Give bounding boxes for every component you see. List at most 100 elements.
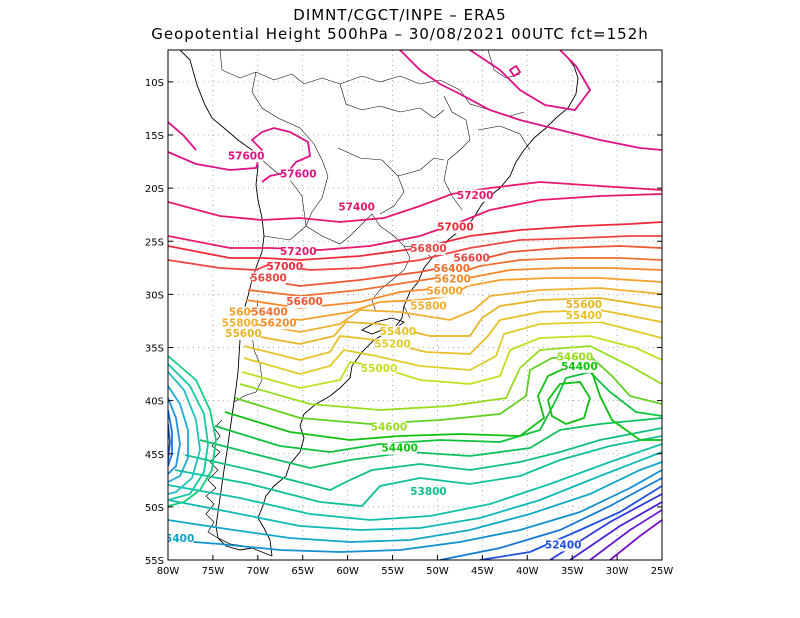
title-line-2: Geopotential Height 500hPa – 30/08/2021 … [151,25,649,43]
contour-label: 56200 [260,317,297,329]
lat-tick-label: 55S [145,556,164,567]
map-frame [167,49,663,561]
contour-label: 57600 [228,150,265,162]
contour-label: 56400 [434,263,471,275]
contour-label: 56800 [250,273,287,285]
contour-label-bg [229,306,251,319]
contour-52200 [569,501,662,560]
contour-57400 [168,181,662,223]
contour-label-bg [458,189,493,202]
contour-label-bg [287,296,322,308]
contour-label: 56000 [426,285,463,297]
lon-tick-label: 40W [516,566,539,577]
lat-tick-label: 35S [145,344,164,355]
contour-53200 [168,451,662,531]
gridlines [168,50,662,560]
contour-52000 [609,519,662,560]
contour-57600-north [168,121,197,151]
contour-label: 57400 [338,201,375,213]
axis-ticks: 80W 75W 70W 65W 60W 55W 50W 45W 40W 35W 30W 25W 10S 1… [145,78,673,577]
contour-label-bg [435,273,470,286]
contour-label: 54600 [371,421,408,433]
contour-lines [168,50,662,560]
lon-tick-label: 80W [157,566,180,577]
lat-tick-label: 25S [145,237,164,248]
contour-52100 [589,509,662,560]
contour-label-bg [546,539,581,552]
contour-label-bg [427,285,462,298]
contour-55000 [241,335,662,389]
contour-label-bg [566,309,601,322]
contour-label: 54400 [561,361,598,373]
lon-tick-label: 50W [426,566,449,577]
contour-pac-6 [168,355,217,507]
lon-tick-label: 35W [561,566,584,577]
contour-label-bg [380,325,415,338]
contour-53600 [174,435,662,507]
contour-label-bg [267,260,302,273]
contour-label-bg [339,201,374,214]
figure-title: DIMNT/CGCT/INPE – ERA5 Geopotential Heig… [0,6,800,44]
contour-label-bg [411,486,446,499]
contour-55400 [243,309,662,361]
contour-label-bg [566,299,601,312]
contour-57800-tiny [508,64,522,78]
title-line-1: DIMNT/CGCT/INPE – ERA5 [293,6,507,24]
contour-55800 [243,287,662,333]
contour-pac-3 [168,397,181,475]
contour-label-bg [382,442,417,455]
lat-tick-label: 50S [145,503,164,514]
contour-label-bg [438,221,473,234]
contour-label: 56600 [286,296,323,308]
contour-pac-2 [168,385,189,483]
lat-tick-label: 20S [145,184,164,195]
contour-56800 [168,235,662,271]
contour-label: 56200 [434,274,471,286]
contour-label: 56800 [410,243,447,255]
contour-54600 [234,355,662,425]
contour-label: 55800 [410,300,447,312]
contour-label: 57600 [280,169,317,181]
contour-57800 [399,50,662,151]
rio-de-la-plata [360,317,405,335]
contour-label: 54400 [381,443,418,455]
chile-fjords [205,419,245,547]
contour-57800-amazon [469,50,592,111]
lat-tick-label: 10S [145,78,164,89]
contour-53400 [168,443,662,521]
contour-53800 [184,427,662,491]
contour-label-bg [252,306,287,319]
contour-54400 [224,365,662,441]
contour-label: 560 [229,307,251,319]
contour-label-bg [281,246,316,259]
contour-label-bg [226,327,261,340]
contour-label: 57000 [266,261,303,273]
contour-label: 55600 [566,299,603,311]
contour-label-bg [375,338,410,351]
contour-label: 55800 [222,317,259,329]
contour-label: 53800 [410,486,447,498]
contour-54200 [214,371,662,453]
lat-tick-label: 30S [145,290,164,301]
contour-label-bg [229,150,264,163]
contour-label-bg [562,360,597,373]
contour-label: 5400 [165,533,194,545]
contour-label-bg [411,242,446,255]
contour-label-bg [251,272,286,285]
contour-label: 54600 [557,351,594,363]
lat-tick-label: 15S [145,131,164,142]
contour-pac-7 [168,363,209,501]
contour-label: 56600 [453,252,490,264]
contour-52400 [479,485,662,560]
contour-55200 [243,321,662,375]
contour-label: 52400 [545,539,582,551]
contour-53000 [168,461,662,543]
lat-tick-label: 40S [145,397,164,408]
contour-label: 55400 [380,326,417,338]
lon-tick-label: 25W [651,566,674,577]
contour-label: 55200 [374,339,411,351]
contour-label-bg [557,351,592,364]
lon-tick-label: 65W [291,566,314,577]
contour-label: 56400 [251,307,288,319]
